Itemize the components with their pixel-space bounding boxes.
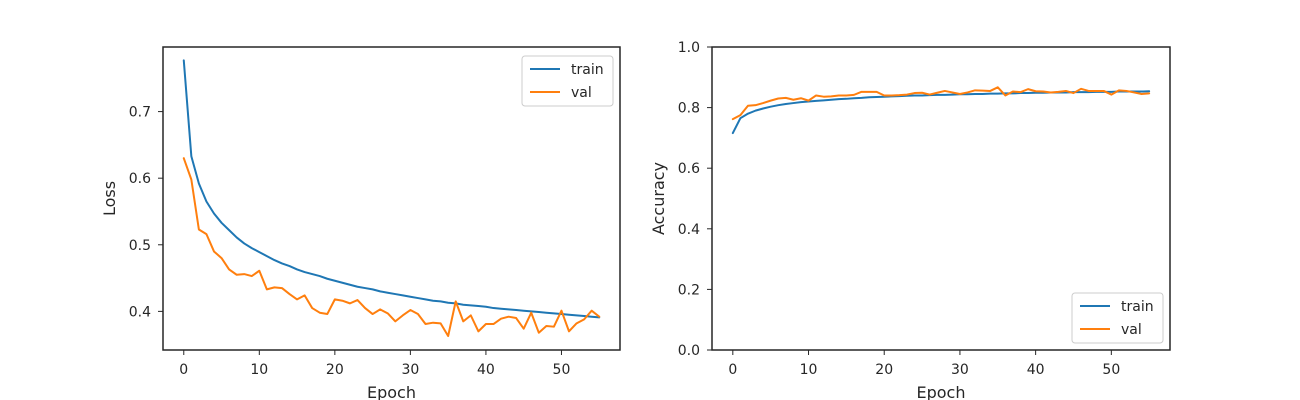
accuracy-y-tick-label: 0.4 (678, 222, 700, 238)
accuracy-x-tick-label: 20 (875, 362, 893, 378)
loss-val-series-line (182, 157, 601, 338)
loss-x-tick-label: 40 (477, 362, 495, 378)
accuracy-legend-label-train: train (1121, 299, 1154, 315)
loss-x-tick-label: 30 (401, 362, 419, 378)
accuracy-legend: train val (1071, 292, 1164, 344)
accuracy-y-tick-label: 0.6 (678, 161, 700, 177)
accuracy-y-tick-label: 0.0 (678, 343, 700, 359)
accuracy-chart: 0 10 20 30 40 50 0.0 0.2 0.4 0.6 0.8 1.0 Epoch Accura… (649, 40, 1171, 400)
loss-chart: 0 10 20 30 40 50 0.4 0.5 0.6 0.7 Epoch Loss train val (100, 46, 621, 400)
accuracy-val-series-line (731, 86, 1151, 121)
accuracy-x-axis-label: Epoch (917, 383, 966, 400)
loss-y-tick-label: 0.5 (129, 238, 151, 254)
loss-x-tick-label: 10 (250, 362, 268, 378)
accuracy-train-series-line (731, 90, 1151, 135)
loss-x-axis-label: Epoch (367, 383, 416, 400)
accuracy-x-tick-label: 10 (800, 362, 818, 378)
loss-train-series-line (182, 59, 601, 319)
loss-y-axis-label: Loss (100, 181, 119, 216)
loss-legend-label-train: train (571, 62, 604, 78)
loss-y-tick-label: 0.4 (129, 304, 151, 320)
accuracy-plot-frame (711, 46, 1171, 351)
accuracy-y-axis-label: Accuracy (649, 162, 668, 235)
accuracy-y-tick-label: 0.2 (678, 282, 700, 298)
accuracy-x-tick-label: 30 (951, 362, 969, 378)
accuracy-x-tick-label: 50 (1102, 362, 1120, 378)
loss-x-tick-label: 50 (553, 362, 571, 378)
accuracy-x-tick-label: 0 (728, 362, 737, 378)
loss-legend-label-val: val (571, 85, 592, 101)
accuracy-x-tick-label: 40 (1027, 362, 1045, 378)
loss-y-tick-label: 0.6 (129, 171, 151, 187)
loss-y-tick-label: 0.7 (129, 105, 151, 121)
accuracy-y-tick-label: 1.0 (678, 40, 700, 56)
accuracy-legend-label-val: val (1121, 322, 1142, 338)
loss-plot-frame (162, 46, 621, 351)
accuracy-y-tick-label: 0.8 (678, 101, 700, 117)
loss-x-tick-label: 0 (179, 362, 188, 378)
loss-x-tick-label: 20 (326, 362, 344, 378)
loss-legend: train val (521, 55, 614, 107)
